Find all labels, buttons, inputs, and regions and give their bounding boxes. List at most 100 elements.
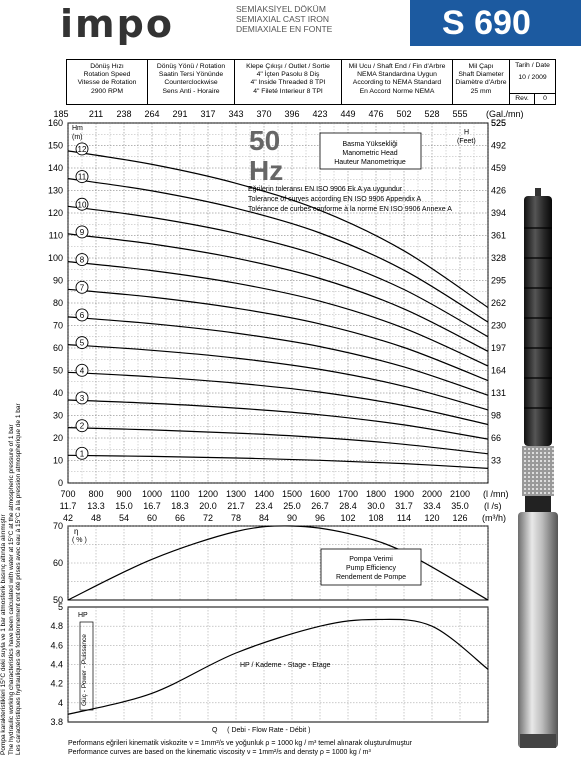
y-tick-label-m: 110 <box>49 231 63 241</box>
y-tick-label-m: 90 <box>53 276 63 286</box>
stage-marker <box>75 197 89 211</box>
stage-marker <box>75 225 89 239</box>
head-legend-line: Basma Yüksekliği <box>342 141 398 148</box>
y-tick-label-feet: 361 <box>491 231 506 241</box>
x-tick-label-gal: 502 <box>396 109 411 119</box>
head-legend-box <box>319 132 422 170</box>
y-tick-label-m: 0 <box>58 478 63 488</box>
y-tick-label-m: 130 <box>48 186 63 196</box>
tolerance-note: Eğrilerin toleransı EN ISO 9906 Ek A ya … <box>248 186 403 193</box>
flow-axis-label: Q ( Debi - Flow Rate - Débit ) <box>212 727 310 734</box>
x-tick-label-lmin: 1000 <box>142 489 162 499</box>
x-tick-label-m3h: 60 <box>147 513 157 523</box>
x-tick-label-lmin: 800 <box>88 489 103 499</box>
x-tick-label-ls: 11.7 <box>60 501 77 511</box>
model-title: S 690 <box>442 4 531 42</box>
eff-label: η <box>74 527 78 536</box>
feet-label: H <box>464 129 469 136</box>
spec-cell: Mil Ucu / Shaft End / Fin d'Arbre NEMA St… <box>348 63 446 95</box>
x-tick-label-m3h: 72 <box>203 513 213 523</box>
head-curve-stage-6 <box>67 316 489 396</box>
stage-number: 2 <box>80 422 85 431</box>
x-tick-label-ls: 20.0 <box>199 501 217 511</box>
gal-unit: (Gal./mn) <box>486 109 524 119</box>
x-tick-label-lmin: 2000 <box>422 489 442 499</box>
head-curve-stage-3 <box>67 399 489 440</box>
head-curve-stage-2 <box>67 427 489 455</box>
x-tick-label-gal: 291 <box>172 109 187 119</box>
lmin-unit: (l /mn) <box>483 489 509 499</box>
hp-tick-label: 4 <box>58 698 63 708</box>
ls-unit: (l /s) <box>484 501 502 511</box>
tolerance-note: Tolérance de curbes conforme à la norme … <box>248 206 452 213</box>
y-tick-label-feet: 492 <box>491 141 506 151</box>
hp-tick-label: 4.6 <box>50 640 63 650</box>
rev-value: 0 <box>543 95 547 102</box>
stage-marker <box>75 280 89 294</box>
eff-legend-line: Pompa Verimi <box>349 556 393 563</box>
stage-marker <box>75 391 89 405</box>
y-tick-label-feet: 164 <box>491 366 506 376</box>
stage-number: 12 <box>78 145 87 154</box>
y-tick-label-m: 20 <box>53 433 63 443</box>
eff-legend-line: Pump Efficiency <box>346 565 397 572</box>
x-tick-label-ls: 13.3 <box>87 501 105 511</box>
head-curve-stage-12 <box>67 150 489 308</box>
x-tick-label-ls: 25.0 <box>283 501 301 511</box>
hp-axis-caption: Güç - Power - Puissance <box>81 634 88 706</box>
x-tick-label-gal: 317 <box>200 109 215 119</box>
subtitle-line: SEMİAKSİYEL DÖKÜM <box>236 4 326 14</box>
hz-unit: Hz <box>249 155 283 186</box>
y-tick-label-feet: 33 <box>491 456 501 466</box>
x-tick-label-m3h: 126 <box>452 513 467 523</box>
y-tick-label-m: 30 <box>53 411 63 421</box>
y-tick-label-m: 80 <box>53 298 63 308</box>
x-tick-label-gal: 264 <box>144 109 159 119</box>
stage-number: 11 <box>78 173 87 182</box>
x-tick-label-gal: 423 <box>312 109 327 119</box>
x-tick-label-ls: 28.4 <box>339 501 357 511</box>
y-tick-label-feet: 262 <box>491 298 506 308</box>
brand-logo: impo <box>60 2 220 46</box>
head-plot: 0102030405060708090100110120130140150160… <box>48 109 506 523</box>
x-tick-label-lmin: 700 <box>60 489 75 499</box>
y-tick-label-feet: 295 <box>491 276 506 286</box>
stage-number: 6 <box>80 311 85 320</box>
stage-number: 4 <box>80 366 85 375</box>
hp-tick-label: 3.8 <box>50 717 63 727</box>
eff-tick-label: 70 <box>53 521 63 531</box>
hp-axis-label: HP <box>78 612 88 619</box>
head-curve-stage-7 <box>67 288 489 382</box>
x-tick-label-m3h: 54 <box>119 513 129 523</box>
eff-legend-box <box>320 548 422 586</box>
x-tick-label-m3h: 108 <box>368 513 383 523</box>
tolerance-note: Tolerance of curves according EN ISO 990… <box>248 196 421 203</box>
eff-label: ( % ) <box>72 537 87 544</box>
hp-tick-label: 4.2 <box>50 679 63 689</box>
x-tick-label-m3h: 102 <box>340 513 355 523</box>
y-tick-label-m: 60 <box>53 343 63 353</box>
x-tick-label-gal: 396 <box>284 109 299 119</box>
head-curve-stage-4 <box>67 371 489 426</box>
stage-marker <box>75 363 89 377</box>
y-tick-label-feet: 230 <box>491 321 506 331</box>
x-tick-label-ls: 23.4 <box>255 501 273 511</box>
head-curve-stage-11 <box>67 178 489 323</box>
stage-number: 8 <box>80 256 85 265</box>
hp-axis-caption-box <box>79 621 94 711</box>
hp-tick-label: 5 <box>58 602 63 612</box>
date-value: 10 / 2009 <box>518 74 547 82</box>
x-tick-label-m3h: 96 <box>315 513 325 523</box>
header-subtitle: SEMİAKSİYEL DÖKÜM SEMIAXIAL CAST IRON DE… <box>236 4 332 34</box>
y-tick-label-feet: 525 <box>491 118 506 128</box>
x-tick-label-ls: 18.3 <box>171 501 189 511</box>
x-tick-label-ls: 16.7 <box>143 501 161 511</box>
x-tick-label-lmin: 1300 <box>226 489 246 499</box>
y-tick-label-m: 120 <box>48 208 63 218</box>
head-curve-stage-10 <box>67 205 489 338</box>
x-tick-label-lmin: 1500 <box>282 489 302 499</box>
x-tick-label-lmin: 1400 <box>254 489 274 499</box>
model-banner: S 690 <box>410 0 581 46</box>
x-tick-label-lmin: 1100 <box>170 489 189 499</box>
